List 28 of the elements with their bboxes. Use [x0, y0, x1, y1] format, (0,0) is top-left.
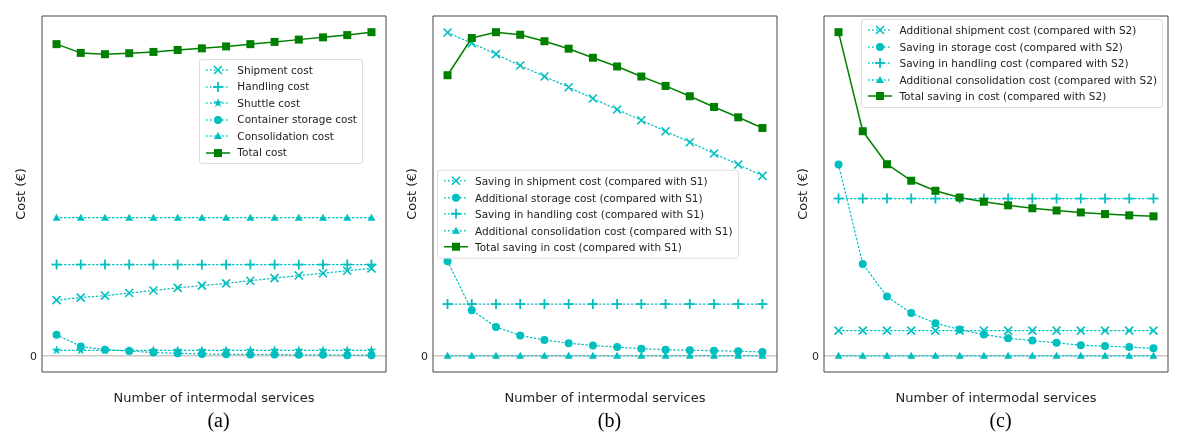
legend-label: Additional consolidation cost (compared with S2) [899, 72, 1157, 88]
legend-label: Total cost [237, 145, 287, 161]
legend-label: Shipment cost [237, 62, 313, 78]
legend-label: Handling cost [237, 79, 310, 95]
x-axis-title: Number of intermodal services [895, 390, 1097, 405]
legend-label: Saving in handling cost (compared with S1) [475, 206, 705, 222]
text: (b) [596, 408, 623, 434]
y-axis-title: Cost (€) [12, 168, 28, 220]
legend-label: Shuttle cost [237, 95, 301, 111]
y-axis-title: Cost (€) [403, 168, 419, 220]
ref-line-label: 0 [30, 349, 37, 363]
legend-label: Consolidation cost [237, 128, 334, 144]
legend-label: Saving in shipment cost (compared with S1) [475, 173, 708, 189]
legend-label: Additional shipment cost (compared with S2) [899, 23, 1137, 38]
legend-label: Total saving in cost (compared with S1) [475, 239, 682, 255]
x-axis-title: Number of intermodal services [504, 390, 706, 405]
x-axis-title: Number of intermodal services [113, 390, 315, 405]
ref-line-label: 0 [812, 349, 819, 363]
legend-label: Additional consolidation cost (compared with S1) [475, 223, 733, 239]
legend-label: Saving in handling cost (compared with S2) [899, 56, 1129, 71]
ref-line-label: 0 [421, 349, 428, 363]
legend-label: Saving in storage cost (compared with S2) [899, 39, 1123, 55]
legend-label: Container storage cost [237, 112, 357, 128]
text: (c) [988, 408, 1013, 434]
y-axis-title: Cost (€) [794, 168, 810, 220]
legend-label: Additional storage cost (compared with S1) [475, 190, 703, 206]
legend-label: Total saving in cost (compared with S2) [899, 89, 1107, 104]
text: (a) [206, 408, 231, 434]
